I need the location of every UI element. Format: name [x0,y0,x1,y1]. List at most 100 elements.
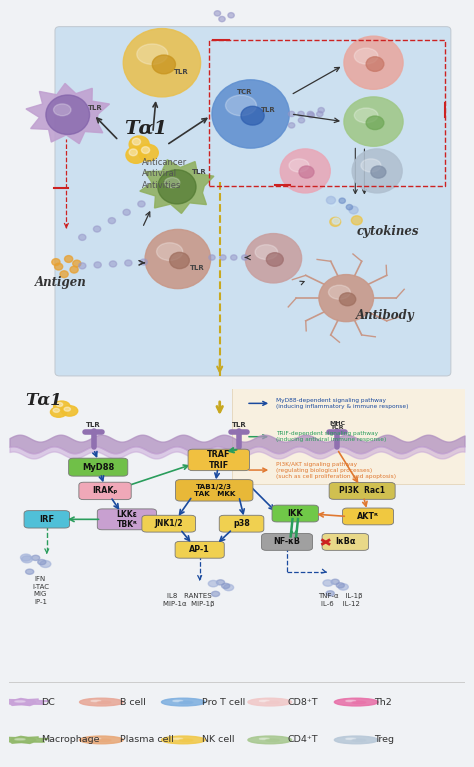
Text: Th2: Th2 [374,697,392,706]
Circle shape [208,581,219,587]
Ellipse shape [15,701,25,703]
Text: DC: DC [41,697,55,706]
Circle shape [61,406,78,416]
Circle shape [326,591,334,596]
FancyBboxPatch shape [343,508,393,525]
Ellipse shape [156,242,183,261]
Circle shape [109,261,117,267]
Text: Antibody: Antibody [356,309,415,322]
Ellipse shape [15,739,25,740]
Circle shape [55,263,63,270]
Polygon shape [140,160,214,213]
Ellipse shape [366,116,384,130]
Text: AKTᴿ: AKTᴿ [357,512,379,521]
Ellipse shape [255,245,278,259]
Text: Pro T cell: Pro T cell [201,697,245,706]
Circle shape [332,218,340,224]
Circle shape [351,216,362,225]
Ellipse shape [170,252,189,268]
Ellipse shape [299,166,314,178]
Circle shape [80,736,123,744]
Circle shape [338,584,348,590]
Text: TCR: TCR [330,425,344,430]
Ellipse shape [265,739,279,742]
Circle shape [56,403,63,407]
FancyBboxPatch shape [219,515,264,532]
Ellipse shape [354,48,378,64]
Ellipse shape [10,700,36,705]
Circle shape [126,146,146,163]
Text: TLR: TLR [191,169,206,175]
Text: Macrophage: Macrophage [41,736,100,745]
Circle shape [52,258,60,265]
Ellipse shape [91,700,101,702]
Circle shape [318,107,324,113]
Circle shape [80,698,123,706]
Circle shape [138,144,158,161]
Text: IFN
I-TAC
MIG
IP-1: IFN I-TAC MIG IP-1 [32,576,49,605]
Text: MHC: MHC [329,421,345,426]
FancyBboxPatch shape [55,27,451,376]
Ellipse shape [46,95,90,134]
Text: JNK1/2: JNK1/2 [155,519,183,528]
FancyBboxPatch shape [97,509,156,530]
Circle shape [336,583,345,588]
Ellipse shape [145,229,210,288]
Ellipse shape [245,234,301,283]
Text: Plasma cell: Plasma cell [119,736,173,745]
Circle shape [228,12,234,18]
Ellipse shape [164,177,180,188]
Ellipse shape [259,700,269,702]
Text: TRAF
TRIF: TRAF TRIF [207,450,230,469]
Ellipse shape [241,107,264,125]
Circle shape [331,579,339,584]
Text: CD8⁺T: CD8⁺T [288,697,319,706]
Circle shape [307,111,314,117]
Polygon shape [26,84,109,143]
Circle shape [53,408,60,413]
Circle shape [334,736,378,744]
Circle shape [242,255,248,260]
Ellipse shape [344,97,403,146]
Circle shape [79,235,86,240]
Text: PI3K/AKT signaling pathway
(regulating biological processes)
(such as cell proli: PI3K/AKT signaling pathway (regulating b… [276,462,396,479]
Ellipse shape [226,95,256,116]
Text: LKKε
TBKᴿ: LKKε TBKᴿ [117,509,137,529]
Text: TLR: TLR [190,265,204,272]
Ellipse shape [354,108,378,123]
Circle shape [54,401,70,411]
Text: TLR: TLR [86,422,101,428]
Ellipse shape [352,739,366,742]
Ellipse shape [361,159,381,172]
Text: Tα1: Tα1 [26,392,62,409]
Circle shape [346,205,353,210]
Circle shape [308,113,315,118]
Circle shape [328,200,336,206]
Text: MyD88-dependent signaling pathway
(inducing inflammatory & immune response): MyD88-dependent signaling pathway (induc… [276,398,408,409]
Circle shape [162,736,205,744]
Circle shape [129,149,137,156]
Ellipse shape [152,55,175,74]
Ellipse shape [352,149,402,193]
Text: Tα1: Tα1 [124,120,167,138]
FancyBboxPatch shape [329,482,395,499]
Circle shape [129,136,149,153]
Circle shape [221,583,230,588]
Text: MyD88: MyD88 [82,463,114,472]
Text: Antigen: Antigen [35,275,86,288]
Polygon shape [0,699,49,706]
Circle shape [327,196,336,204]
Circle shape [209,255,215,260]
Text: TCR: TCR [237,89,253,95]
Text: IRAKₚ: IRAKₚ [92,486,118,495]
Text: B cell: B cell [119,697,146,706]
Circle shape [224,584,234,591]
Text: Treg: Treg [374,736,394,745]
Ellipse shape [346,738,356,739]
Circle shape [138,201,145,207]
FancyBboxPatch shape [175,542,224,558]
Ellipse shape [54,104,71,116]
Ellipse shape [179,739,193,742]
Ellipse shape [366,57,384,71]
Text: p38: p38 [233,519,250,528]
